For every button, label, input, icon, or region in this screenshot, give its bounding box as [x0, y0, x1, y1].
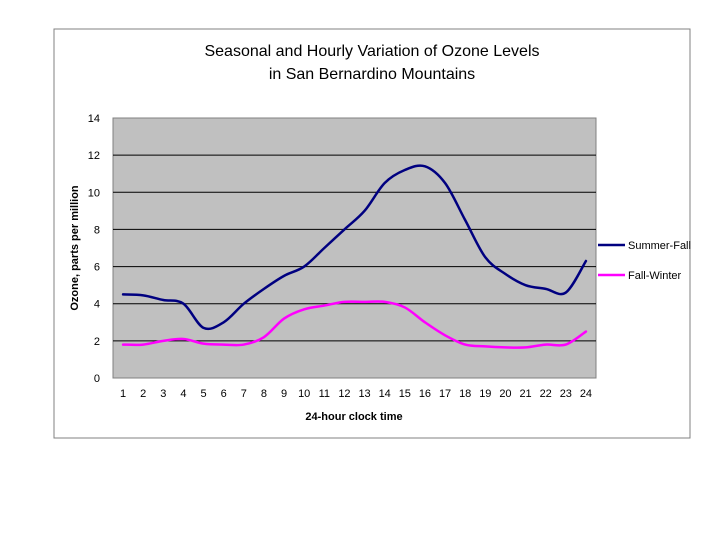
series-line-fall-winter [121, 300, 588, 349]
x-tick-label: 18 [459, 388, 471, 400]
plot-area [112, 117, 597, 379]
x-tick-label: 16 [419, 388, 431, 400]
chart-title-line-1: Seasonal and Hourly Variation of Ozone L… [204, 43, 539, 60]
legend: Summer-Fall Fall-Winter [598, 240, 691, 282]
x-tick-label: 14 [379, 388, 391, 400]
x-tick-label: 9 [281, 388, 287, 400]
y-tick-label: 14 [88, 113, 100, 125]
legend-label-summer-fall: Summer-Fall [628, 240, 691, 252]
x-tick-label: 3 [160, 388, 166, 400]
x-tick-label: 6 [221, 388, 227, 400]
x-tick-label: 22 [540, 388, 552, 400]
y-tick-label: 0 [94, 373, 100, 385]
x-tick-label: 1 [120, 388, 126, 400]
x-tick-label: 15 [399, 388, 411, 400]
chart-title-line-2: in San Bernardino Mountains [269, 66, 475, 83]
x-tick-label: 21 [519, 388, 531, 400]
x-tick-label: 11 [319, 388, 330, 400]
y-tick-label: 6 [94, 262, 100, 274]
x-tick-label: 2 [140, 388, 146, 400]
y-axis-title: Ozone, parts per million [69, 185, 81, 311]
y-tick-label: 12 [88, 150, 100, 162]
x-axis-title: 24-hour clock time [305, 411, 402, 423]
x-tick-label: 23 [560, 388, 572, 400]
x-tick-label: 7 [241, 388, 247, 400]
x-tick-label: 4 [180, 388, 186, 400]
x-tick-label: 19 [479, 388, 491, 400]
y-tick-label: 4 [94, 299, 100, 311]
x-tick-label: 10 [298, 388, 310, 400]
series-line-summer-fall [121, 164, 588, 331]
x-tick-label: 12 [338, 388, 350, 400]
y-axis-ticks: 0 2 4 6 8 10 12 14 [88, 113, 100, 385]
x-tick-label: 8 [261, 388, 267, 400]
y-tick-label: 10 [88, 187, 100, 199]
y-tick-label: 8 [94, 224, 100, 236]
x-tick-label: 20 [499, 388, 511, 400]
x-tick-label: 24 [580, 388, 592, 400]
x-axis-ticks: 1 2 3 4 5 6 7 8 9 10 11 12 13 14 15 16 17 18 19 20 21 22 23 24 [120, 388, 592, 400]
y-tick-label: 2 [94, 336, 100, 348]
x-tick-label: 13 [358, 388, 370, 400]
x-tick-label: 5 [201, 388, 207, 400]
x-tick-label: 17 [439, 388, 451, 400]
legend-label-fall-winter: Fall-Winter [628, 270, 682, 282]
series-lines [121, 164, 588, 349]
